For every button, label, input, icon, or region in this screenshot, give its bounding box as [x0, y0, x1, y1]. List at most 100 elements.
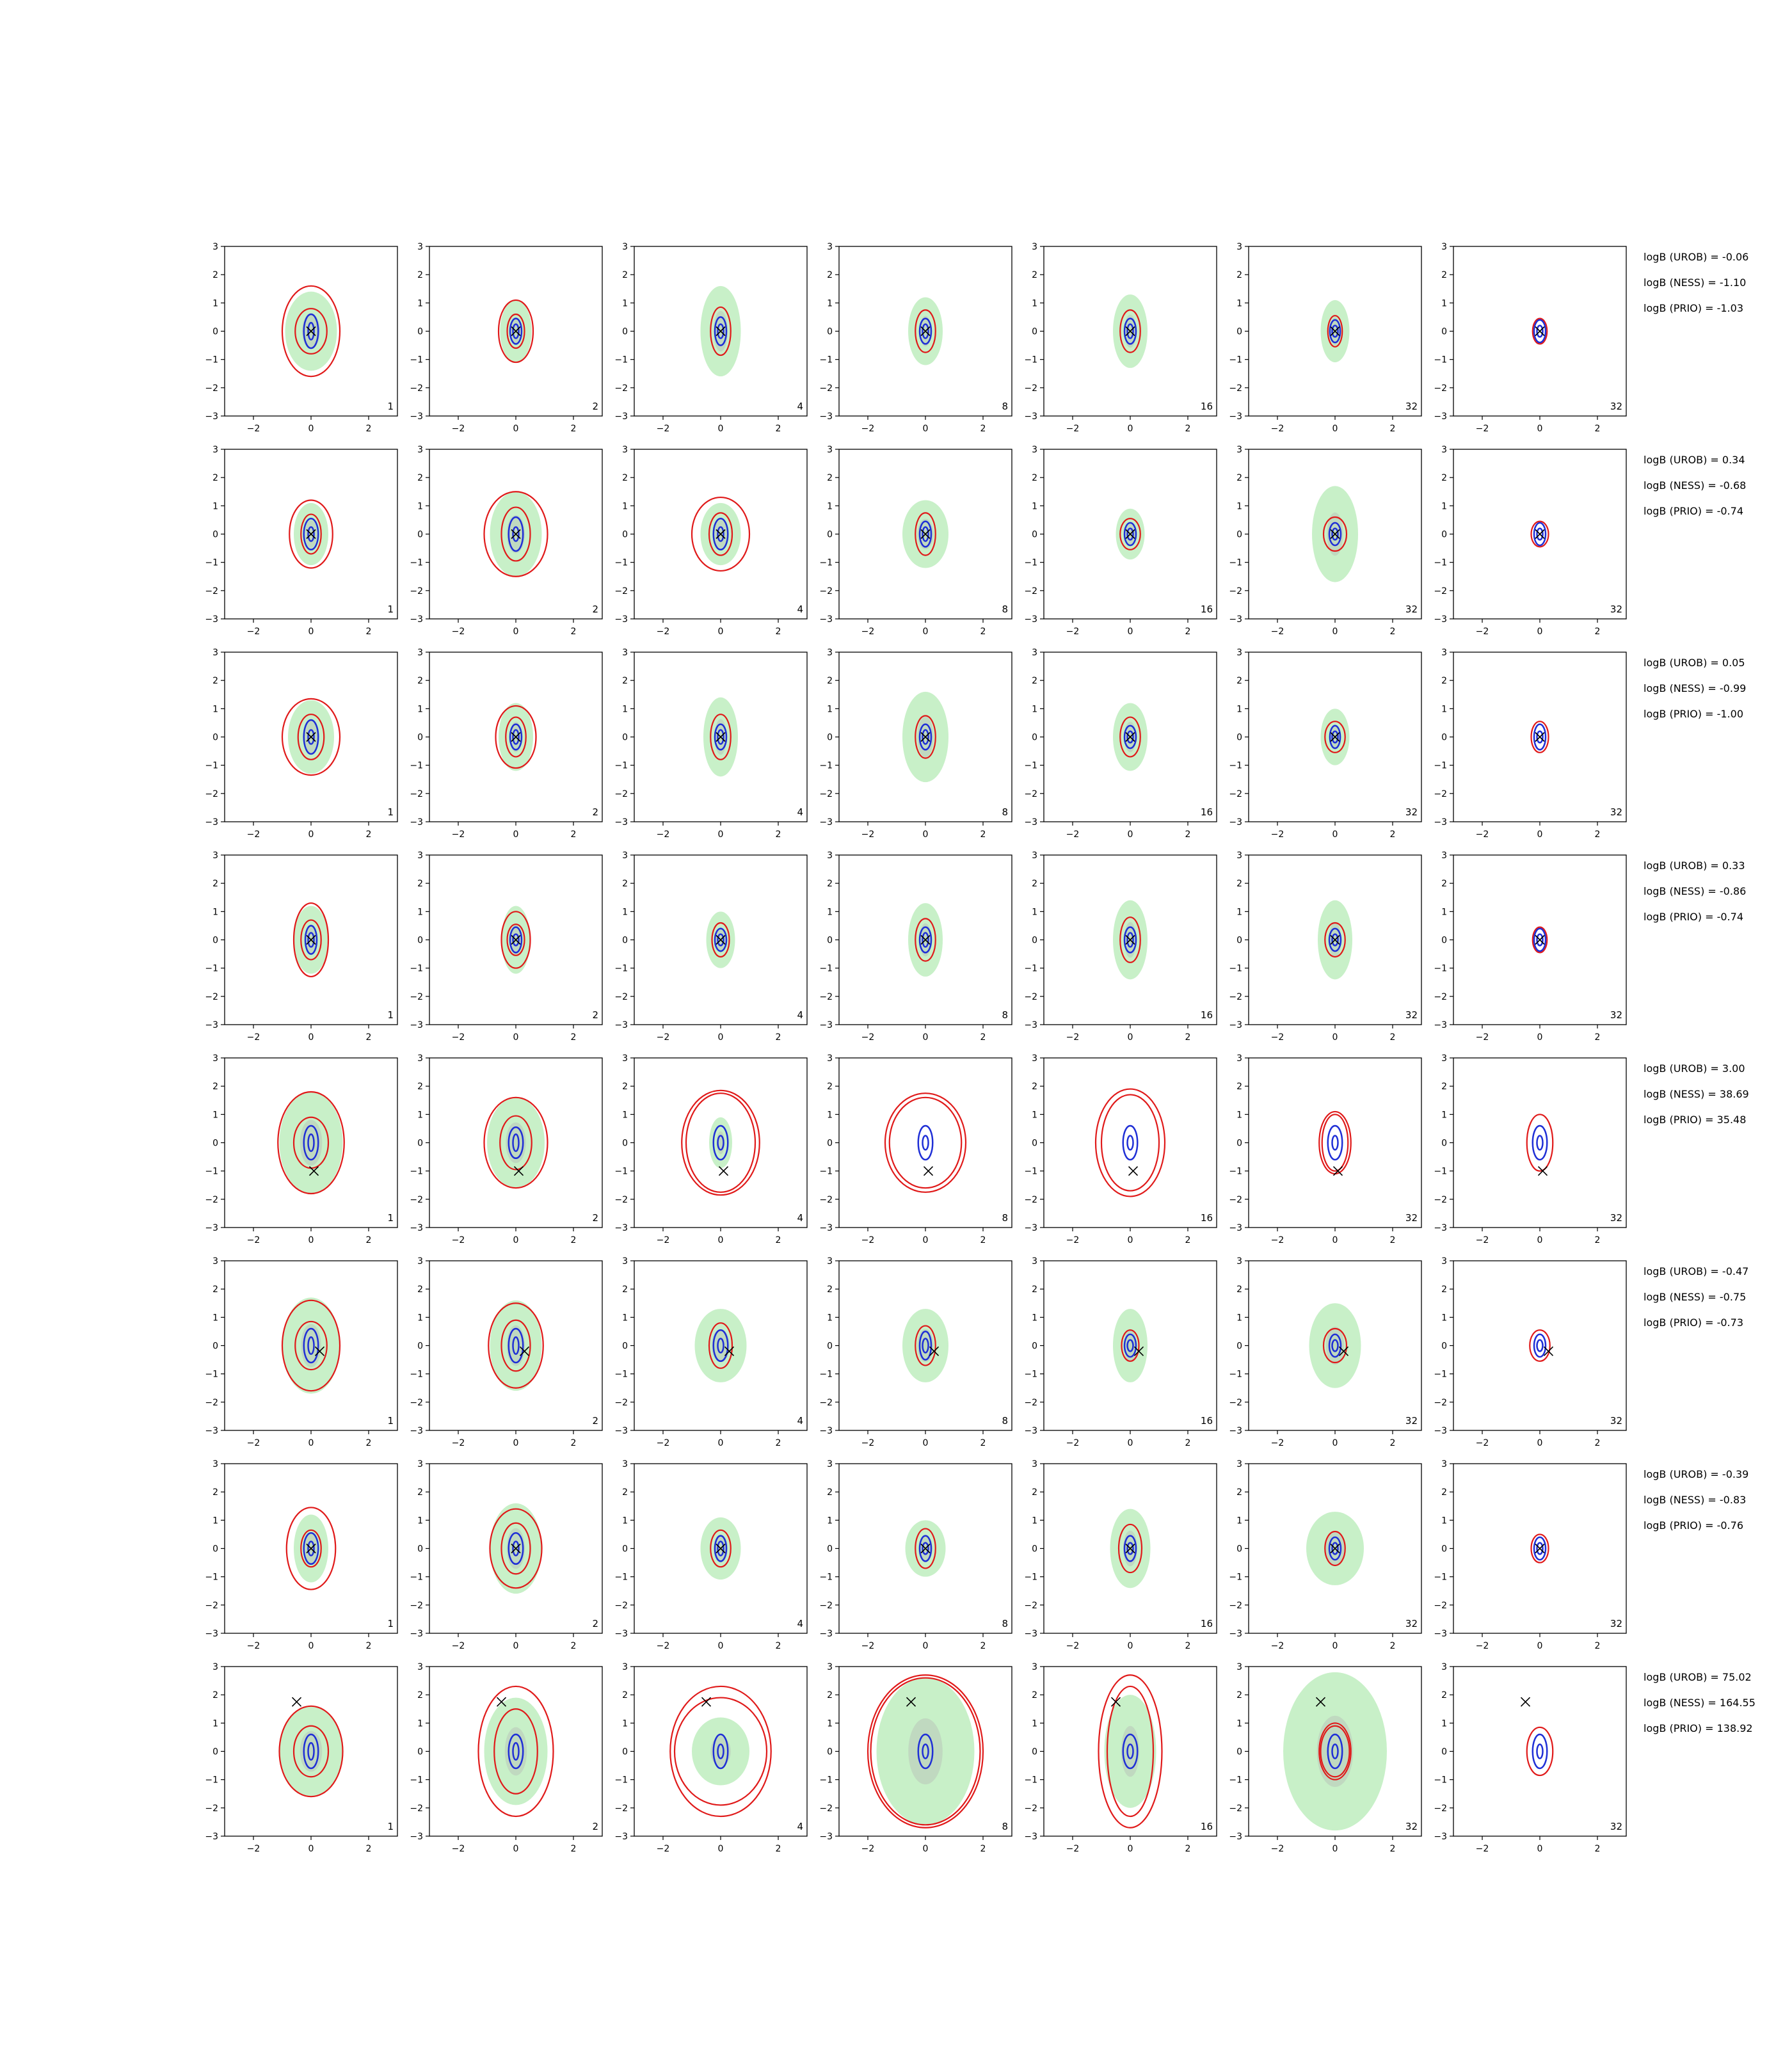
x-tick-label: 0 — [1332, 1032, 1338, 1043]
x-tick-label: −2 — [247, 627, 260, 637]
true-value-marker — [511, 1543, 521, 1554]
column-label: 8 — [1002, 1009, 1008, 1021]
true-value-marker — [920, 934, 931, 945]
y-tick-label: −2 — [614, 1601, 628, 1611]
y-tick-label: 0 — [1441, 1544, 1447, 1555]
panel: 3 2 1 0 −1 −2 −3 −2 0 2 8 — [819, 445, 1012, 637]
true-value-marker — [306, 934, 316, 945]
x-tick-label: 0 — [1128, 1438, 1133, 1448]
column-label: 4 — [797, 1618, 803, 1629]
logB-stat: logB (UROB) = -0.47 — [1644, 1265, 1748, 1277]
y-tick-label: 3 — [827, 648, 833, 658]
x-tick-label: 0 — [718, 627, 724, 637]
y-tick-label: −1 — [1434, 761, 1447, 771]
y-tick-label: 3 — [1032, 445, 1037, 455]
logB-stat: logB (UROB) = 0.34 — [1644, 454, 1745, 466]
y-tick-label: −2 — [205, 586, 218, 596]
y-tick-label: −3 — [410, 1426, 423, 1436]
y-tick-label: 2 — [417, 473, 423, 483]
y-tick-label: 2 — [622, 1690, 628, 1700]
y-tick-label: 1 — [1441, 1110, 1447, 1120]
y-tick-label: −2 — [819, 992, 833, 1002]
red-contour — [1526, 1114, 1554, 1172]
x-tick-label: 0 — [923, 1235, 929, 1245]
x-tick-label: 2 — [980, 1641, 986, 1651]
true-value-marker — [1110, 1697, 1121, 1707]
x-tick-label: −2 — [1476, 1032, 1489, 1043]
x-tick-label: 2 — [571, 1032, 577, 1043]
x-tick-label: 0 — [1128, 627, 1133, 637]
blue-contour — [1123, 724, 1137, 749]
y-tick-label: 3 — [1441, 242, 1447, 252]
y-tick-label: −2 — [1229, 789, 1242, 799]
y-tick-label: 3 — [1441, 648, 1447, 658]
y-tick-label: −2 — [819, 383, 833, 394]
x-tick-label: 0 — [308, 1032, 314, 1043]
y-tick-label: −2 — [1229, 992, 1242, 1002]
blue-contour — [917, 1124, 934, 1161]
y-tick-label: 3 — [1236, 242, 1242, 252]
axes-frame — [1043, 1057, 1217, 1228]
x-tick-label: −2 — [1271, 1641, 1284, 1651]
blue-contour — [714, 316, 728, 346]
x-tick-label: 2 — [366, 1032, 372, 1043]
y-tick-label: 0 — [417, 1341, 423, 1352]
panel: 3 2 1 0 −1 −2 −3 −2 0 2 2 — [410, 1256, 603, 1448]
blue-contour — [922, 1338, 929, 1354]
y-tick-label: 0 — [1236, 327, 1242, 337]
blue-contour — [509, 926, 523, 954]
y-tick-label: 0 — [1032, 1341, 1037, 1352]
y-tick-label: 1 — [1236, 1516, 1242, 1526]
blue-contour — [1331, 933, 1339, 947]
y-tick-label: 0 — [1032, 1747, 1037, 1757]
red-contour — [483, 491, 548, 577]
y-tick-label: −3 — [205, 1020, 218, 1030]
true-value-marker — [513, 1166, 524, 1176]
x-tick-label: −2 — [452, 1641, 465, 1651]
blue-contour — [712, 1329, 729, 1363]
x-tick-label: 0 — [308, 1438, 314, 1448]
y-tick-label: −1 — [205, 558, 218, 568]
y-tick-label: −1 — [614, 1167, 628, 1177]
column-label: 1 — [387, 806, 394, 818]
red-contour — [710, 306, 732, 356]
x-tick-label: 0 — [513, 627, 519, 637]
panel-content — [700, 1517, 741, 1580]
y-tick-label: 1 — [417, 1718, 423, 1729]
y-tick-label: −2 — [1434, 1195, 1447, 1205]
y-tick-label: 0 — [622, 733, 628, 743]
x-tick-label: −2 — [657, 1235, 670, 1245]
y-tick-label: 3 — [1032, 851, 1037, 861]
y-tick-label: 2 — [622, 1487, 628, 1498]
y-tick-label: 3 — [1032, 1459, 1037, 1469]
y-tick-label: −1 — [1229, 1167, 1242, 1177]
true-value-marker — [1535, 1543, 1545, 1554]
red-contour — [1094, 1088, 1166, 1197]
y-tick-label: 1 — [417, 907, 423, 917]
x-tick-label: −2 — [861, 1438, 875, 1448]
red-contour — [673, 1697, 768, 1806]
column-label: 8 — [1002, 1618, 1008, 1629]
y-tick-label: 3 — [827, 445, 833, 455]
y-tick-label: −3 — [614, 614, 628, 625]
y-tick-label: 0 — [1441, 936, 1447, 946]
y-tick-label: −3 — [410, 1223, 423, 1233]
y-tick-label: 3 — [1236, 1662, 1242, 1672]
y-tick-label: 2 — [1032, 270, 1037, 280]
blue-contour — [922, 932, 929, 948]
logB-stat: logB (UROB) = 3.00 — [1644, 1062, 1745, 1075]
red-contour — [1119, 916, 1141, 963]
y-tick-label: −3 — [1434, 614, 1447, 625]
y-tick-label: 2 — [1032, 1487, 1037, 1498]
y-tick-label: 2 — [827, 879, 833, 889]
red-contour — [669, 1685, 772, 1818]
x-tick-label: 0 — [308, 829, 314, 840]
y-tick-label: 1 — [1032, 704, 1037, 714]
panel-content — [1094, 1088, 1166, 1197]
blue-contour — [1123, 926, 1137, 954]
red-contour — [870, 1677, 981, 1826]
y-tick-label: 3 — [1032, 1662, 1037, 1672]
red-contour — [489, 1508, 543, 1589]
